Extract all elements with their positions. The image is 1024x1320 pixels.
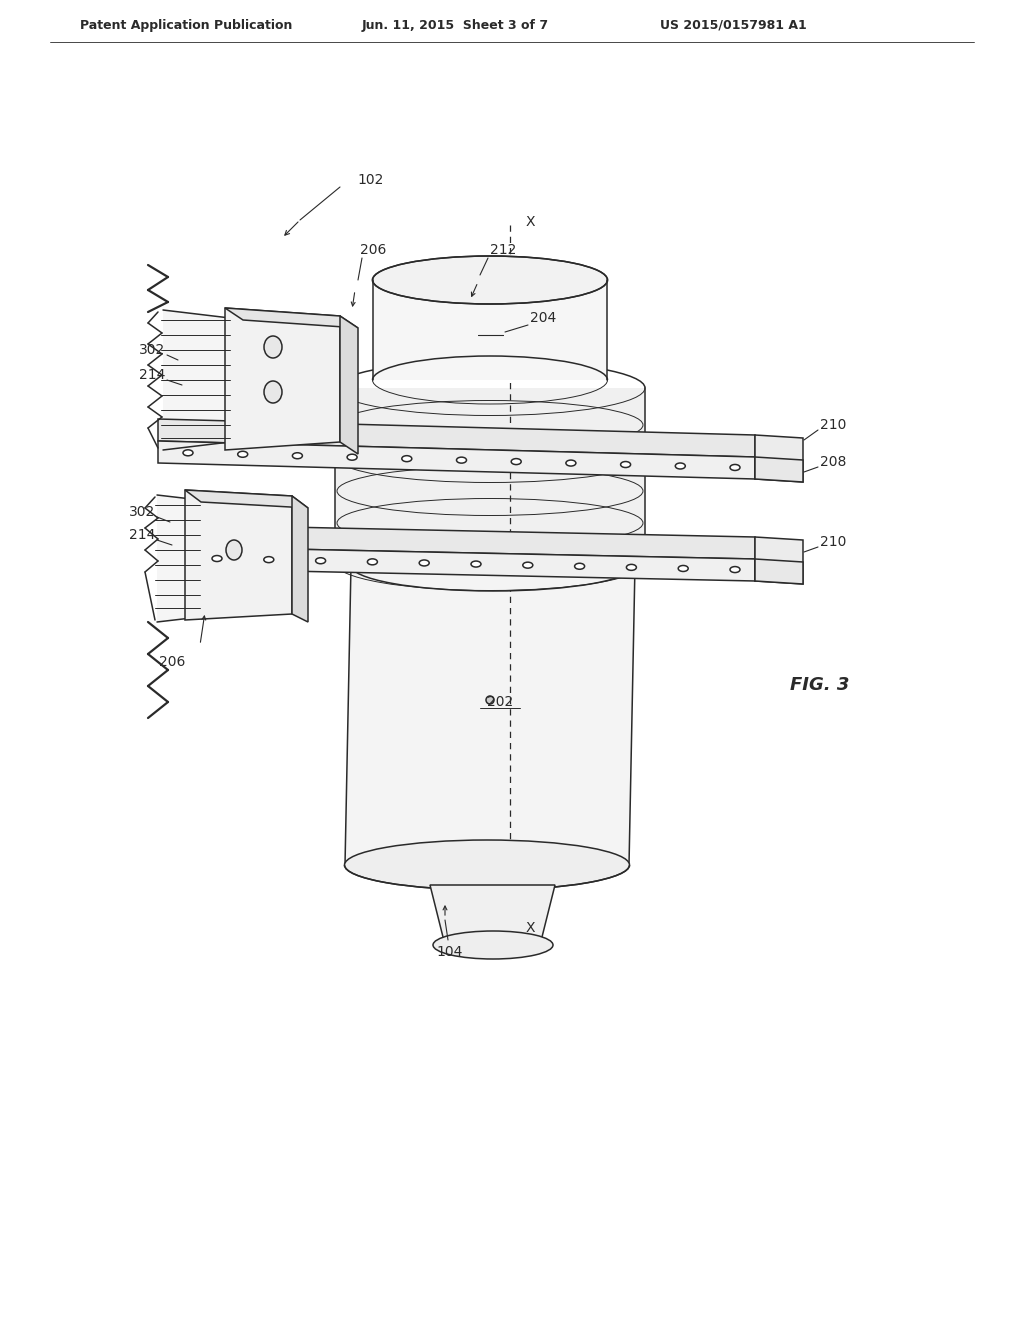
Ellipse shape (621, 462, 631, 467)
Text: 202: 202 (486, 696, 513, 709)
Text: 208: 208 (820, 455, 847, 469)
Ellipse shape (419, 560, 429, 566)
Text: 204: 204 (530, 312, 556, 325)
Text: 206: 206 (360, 243, 386, 257)
Polygon shape (430, 884, 555, 945)
Ellipse shape (627, 565, 636, 570)
Text: 214: 214 (138, 368, 165, 381)
Ellipse shape (566, 461, 575, 466)
Polygon shape (755, 436, 803, 482)
Text: 212: 212 (490, 243, 516, 257)
Polygon shape (373, 280, 607, 380)
Text: 206: 206 (159, 655, 185, 669)
Ellipse shape (511, 458, 521, 465)
Ellipse shape (350, 539, 636, 591)
Polygon shape (755, 457, 803, 482)
Ellipse shape (471, 561, 481, 568)
Ellipse shape (433, 931, 553, 960)
Polygon shape (158, 441, 755, 479)
Ellipse shape (315, 558, 326, 564)
Polygon shape (185, 490, 292, 620)
Ellipse shape (212, 556, 222, 561)
Text: 210: 210 (820, 535, 847, 549)
Polygon shape (193, 546, 755, 581)
Text: US 2015/0157981 A1: US 2015/0157981 A1 (660, 18, 807, 32)
Ellipse shape (264, 557, 273, 562)
Polygon shape (158, 418, 755, 457)
Ellipse shape (678, 565, 688, 572)
Polygon shape (340, 315, 358, 454)
Ellipse shape (486, 696, 494, 704)
Text: 302: 302 (138, 343, 165, 356)
Polygon shape (163, 310, 230, 450)
Text: 302: 302 (129, 506, 155, 519)
Ellipse shape (183, 450, 193, 455)
Polygon shape (193, 525, 755, 558)
Polygon shape (225, 308, 358, 327)
Ellipse shape (264, 337, 282, 358)
Ellipse shape (344, 840, 630, 890)
Text: 104: 104 (437, 945, 463, 960)
Ellipse shape (226, 540, 242, 560)
Ellipse shape (368, 558, 378, 565)
Text: 210: 210 (820, 418, 847, 432)
Text: Patent Application Publication: Patent Application Publication (80, 18, 293, 32)
Polygon shape (755, 537, 803, 583)
Text: 102: 102 (357, 173, 383, 187)
Polygon shape (292, 496, 308, 622)
Text: 214: 214 (129, 528, 155, 543)
Polygon shape (225, 308, 340, 450)
Ellipse shape (401, 455, 412, 462)
Text: X: X (525, 215, 535, 228)
Ellipse shape (373, 256, 607, 304)
Ellipse shape (523, 562, 532, 568)
Ellipse shape (675, 463, 685, 469)
Ellipse shape (730, 465, 740, 470)
Ellipse shape (238, 451, 248, 457)
Ellipse shape (574, 564, 585, 569)
Polygon shape (755, 558, 803, 583)
Polygon shape (157, 495, 200, 622)
Text: X: X (525, 921, 535, 935)
Polygon shape (345, 565, 635, 865)
Ellipse shape (264, 381, 282, 403)
Ellipse shape (293, 453, 302, 459)
Ellipse shape (347, 454, 357, 461)
Text: FIG. 3: FIG. 3 (790, 676, 849, 694)
Polygon shape (335, 388, 645, 564)
Text: Jun. 11, 2015  Sheet 3 of 7: Jun. 11, 2015 Sheet 3 of 7 (362, 18, 549, 32)
Ellipse shape (730, 566, 740, 573)
Polygon shape (185, 490, 308, 508)
Ellipse shape (457, 457, 467, 463)
